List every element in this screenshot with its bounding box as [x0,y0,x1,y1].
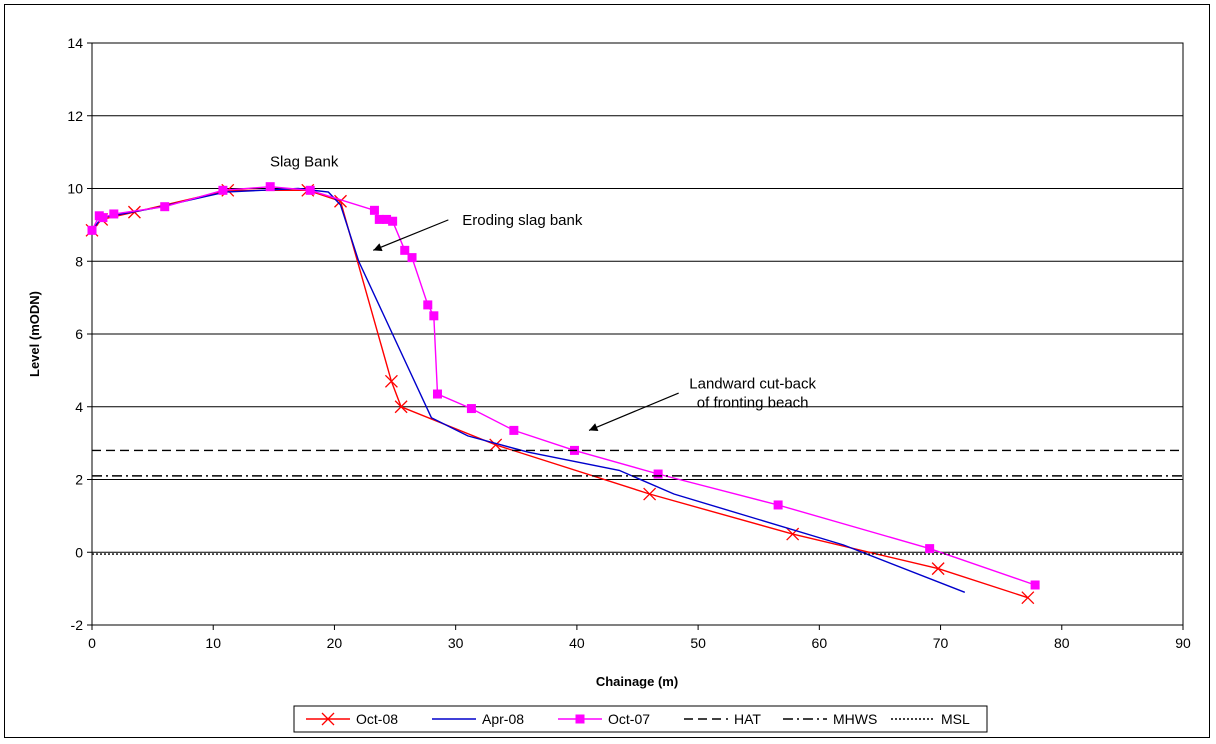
chart-frame [4,4,1210,738]
legend-item-oct-07: Oct-07 [558,711,650,727]
data-point-square-marker [382,214,392,224]
series-line [91,185,1036,586]
data-point-square-marker [265,182,275,192]
y-axis-title: Level (mODN) [27,291,42,377]
data-point-square-marker [400,245,410,255]
x-tick-label: 70 [933,635,949,651]
y-tick-label: 14 [67,35,83,51]
data-point-square-marker [218,185,228,195]
legend-label: Oct-07 [608,711,650,727]
y-tick-label: 4 [75,399,83,415]
data-point-x-marker [321,712,335,726]
legend-label: MHWS [833,711,877,727]
data-point-x-marker [334,194,347,208]
y-tick-label: 12 [67,108,83,124]
annotation-arrow [588,392,679,432]
legend-label: Apr-08 [482,711,524,727]
data-point-square-marker [423,300,433,310]
data-point-square-marker [109,209,119,219]
data-point-square-marker [388,216,398,226]
data-point-x-marker [1021,591,1035,605]
annotations: Slag Bank Eroding slag bank Landward cut-b… [270,154,817,432]
x-tick-label: 50 [690,635,706,651]
x-tick-label: 90 [1175,635,1191,651]
series-apr-08 [91,187,966,593]
data-point-square-marker [466,404,476,414]
x-tick-label: 60 [812,635,828,651]
data-point-square-marker [87,225,97,235]
legend-item-msl: MSL [891,711,970,727]
legend-item-hat: HAT [684,711,761,727]
legend-label: Oct-08 [356,711,398,727]
data-point-square-marker [98,213,108,223]
annotation-line: Slag Bank [270,154,339,171]
series [85,182,1183,605]
data-point-x-marker [489,438,503,452]
data-point-square-marker [374,214,384,224]
legend-label: MSL [941,711,970,727]
data-point-square-marker [773,500,783,510]
data-point-square-marker [369,205,379,215]
data-point-square-marker [1030,580,1040,590]
x-tick-label: 20 [327,635,343,651]
legend-item-oct-08: Oct-08 [306,711,398,727]
annotation-arrow [373,219,449,252]
data-point-square-marker [575,714,585,724]
x-tick-label: 40 [569,635,585,651]
annotation-line: Landward cut-back [689,376,816,393]
legend: Oct-08 Apr-08 Oct-07 HAT MHWS MSL [293,705,988,733]
data-point-x-marker [643,487,657,501]
data-point-square-marker [509,425,519,435]
data-point-square-marker [925,544,935,554]
annotation-text: Eroding slag bank [462,212,583,229]
annotation-text: Slag Bank [270,154,339,171]
x-tick-label: 30 [448,635,464,651]
y-tick-label: 8 [75,253,83,269]
annotation-line: of fronting beach [697,395,809,412]
legend-item-mhws: MHWS [783,711,877,727]
annotation-text: Landward cut-back of fronting beach [689,376,816,412]
data-point-x-marker [394,400,408,414]
data-point-x-marker [931,562,945,576]
data-point-x-marker [384,374,398,388]
data-point-square-marker [429,311,439,321]
series-oct-08 [85,183,1035,605]
data-point-x-marker [786,527,800,541]
y-tick-label: 10 [67,181,83,197]
data-point-square-marker [160,202,170,212]
data-point-square-marker [653,469,663,479]
legend-label: HAT [734,711,761,727]
data-point-square-marker [305,185,315,195]
legend-item-apr-08: Apr-08 [432,711,524,727]
annotation-line: Eroding slag bank [462,212,583,229]
x-tick-label: 0 [88,635,96,651]
x-axis-title: Chainage (m) [596,674,678,689]
y-tick-label: -2 [71,617,84,633]
series-line [91,187,966,593]
y-tick-label: 2 [75,472,83,488]
series-oct-07 [87,182,1040,590]
y-tick-label: 0 [75,544,83,560]
legend-box [293,705,988,733]
data-point-square-marker [432,389,442,399]
gridlines [92,115,1183,553]
data-point-square-marker [407,253,417,263]
y-tick-label: 6 [75,326,83,342]
x-tick-label: 10 [205,635,221,651]
x-tick-label: 80 [1054,635,1070,651]
